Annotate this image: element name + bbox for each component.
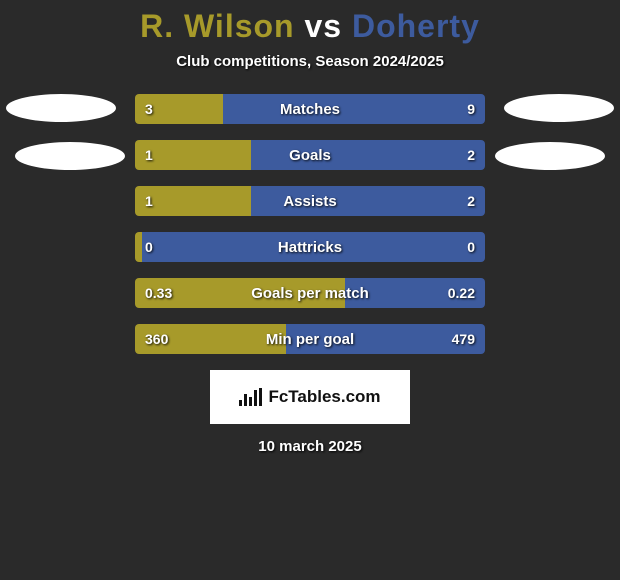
stat-fill-right xyxy=(142,232,485,262)
stat-row: 00Hattricks xyxy=(135,232,485,262)
title: R. Wilson vs Doherty xyxy=(0,8,620,45)
subtitle: Club competitions, Season 2024/2025 xyxy=(0,53,620,70)
player-right-name: Doherty xyxy=(352,8,480,44)
stat-value-right: 479 xyxy=(452,324,475,354)
team-badge-left-2 xyxy=(15,142,125,170)
stat-value-left: 3 xyxy=(145,94,153,124)
stat-value-right: 0 xyxy=(467,232,475,262)
stats-area: 39Matches12Goals12Assists00Hattricks0.33… xyxy=(0,94,620,354)
stat-row: 0.330.22Goals per match xyxy=(135,278,485,308)
stat-value-right: 0.22 xyxy=(448,278,475,308)
comparison-widget: R. Wilson vs Doherty Club competitions, … xyxy=(0,0,620,455)
stat-value-left: 360 xyxy=(145,324,168,354)
stat-value-left: 0.33 xyxy=(145,278,172,308)
stat-value-right: 9 xyxy=(467,94,475,124)
stat-value-left: 1 xyxy=(145,186,153,216)
player-left-name: R. Wilson xyxy=(140,8,294,44)
stat-row: 360479Min per goal xyxy=(135,324,485,354)
stat-value-left: 0 xyxy=(145,232,153,262)
stat-fill-left xyxy=(135,232,142,262)
stat-fill-right xyxy=(223,94,486,124)
stat-row: 39Matches xyxy=(135,94,485,124)
title-vs: vs xyxy=(304,8,342,44)
stat-value-right: 2 xyxy=(467,140,475,170)
stat-bars: 39Matches12Goals12Assists00Hattricks0.33… xyxy=(135,94,485,354)
team-badge-right-2 xyxy=(495,142,605,170)
stat-value-right: 2 xyxy=(467,186,475,216)
date: 10 march 2025 xyxy=(0,438,620,455)
brand-badge[interactable]: FcTables.com xyxy=(210,370,410,424)
stat-row: 12Assists xyxy=(135,186,485,216)
team-badge-right-1 xyxy=(504,94,614,122)
stat-fill-right xyxy=(251,140,486,170)
brand-text: FcTables.com xyxy=(268,387,380,407)
bar-chart-icon xyxy=(239,388,262,406)
stat-fill-right xyxy=(251,186,486,216)
stat-row: 12Goals xyxy=(135,140,485,170)
team-badge-left-1 xyxy=(6,94,116,122)
stat-value-left: 1 xyxy=(145,140,153,170)
